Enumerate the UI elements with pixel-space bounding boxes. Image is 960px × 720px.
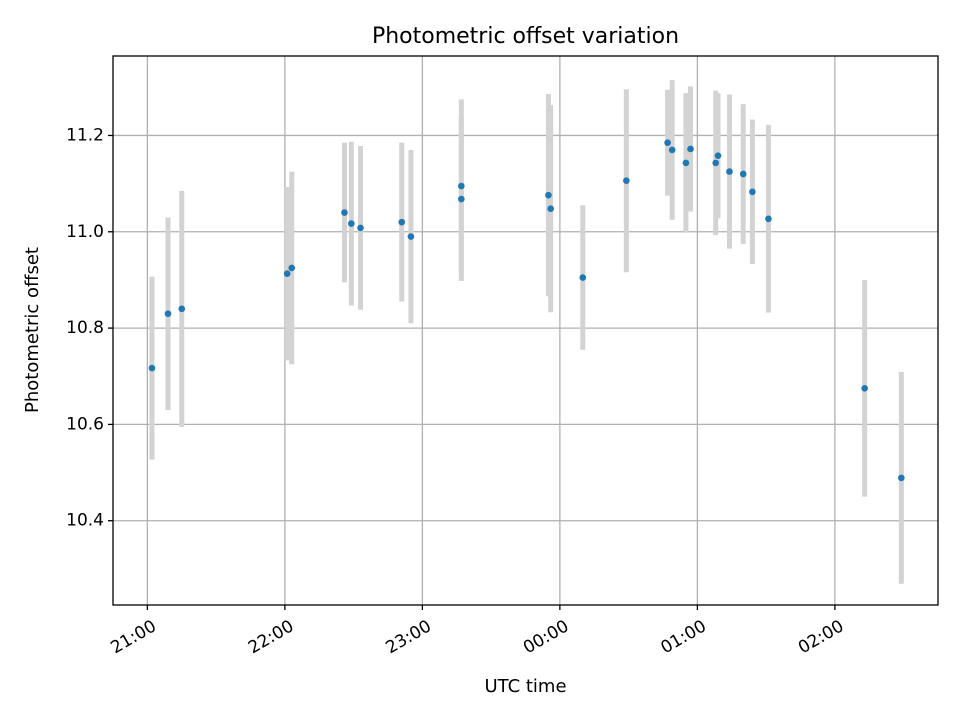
data-point <box>726 168 733 175</box>
y-tick-label: 10.6 <box>66 414 104 434</box>
data-point <box>398 218 406 226</box>
data-point <box>739 170 747 178</box>
data-point <box>682 159 690 167</box>
data-point <box>341 209 348 216</box>
data-point <box>348 220 355 227</box>
plot-frame <box>112 55 939 606</box>
data-point <box>623 177 630 185</box>
data-point <box>545 191 552 199</box>
data-point <box>178 305 186 313</box>
data-point <box>765 215 772 223</box>
data-point <box>458 195 465 203</box>
data-point <box>668 146 676 154</box>
y-tick-label: 10.4 <box>66 511 104 531</box>
data-point <box>164 310 172 317</box>
chart-title: Photometric offset variation <box>372 24 679 49</box>
y-tick-label: 11.2 <box>66 125 104 145</box>
y-axis-label: Photometric offset <box>22 247 43 413</box>
data-point <box>687 145 694 153</box>
data-point <box>288 264 296 272</box>
data-point <box>547 205 555 212</box>
data-point <box>283 270 291 277</box>
data-point <box>749 188 756 196</box>
data-point <box>664 139 671 146</box>
data-point <box>579 274 587 281</box>
data-point <box>714 152 722 159</box>
data-point <box>407 233 415 240</box>
data-point <box>458 182 465 190</box>
y-tick-label: 11.0 <box>66 222 104 242</box>
data-point <box>861 384 868 392</box>
data-point <box>357 224 364 232</box>
x-axis-label: UTC time <box>484 676 566 697</box>
data-point <box>148 364 156 372</box>
data-point <box>898 474 905 482</box>
point-layer <box>148 139 905 482</box>
data-point <box>712 159 720 167</box>
y-tick-label: 10.8 <box>66 318 104 338</box>
grid-layer <box>113 56 938 605</box>
